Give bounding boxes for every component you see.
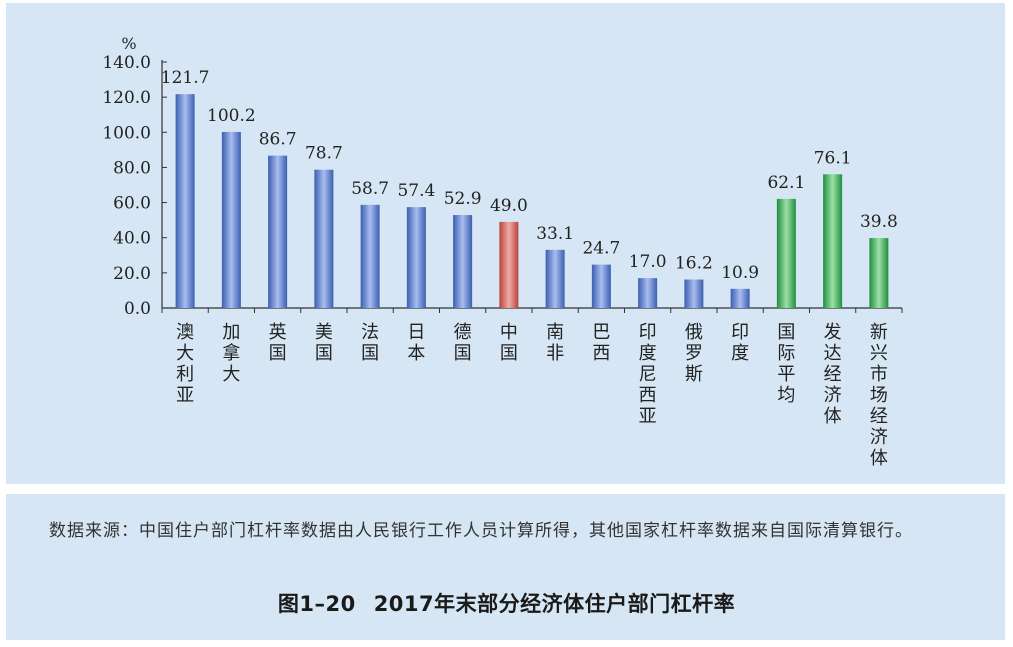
bar	[545, 249, 565, 308]
figure-title: 2017年末部分经济体住户部门杠杆率	[373, 592, 736, 616]
category-label: 法国	[361, 322, 379, 364]
bar	[221, 131, 241, 308]
bar	[499, 221, 519, 308]
y-axis: 0.0 20.0 40.0 60.0 80.0 100.0 120.0 140.0	[102, 53, 903, 319]
category-label: 印度	[731, 322, 749, 364]
y-tick-label: 80.0	[113, 158, 151, 178]
bar	[268, 155, 288, 308]
y-tick-label: 60.0	[113, 194, 151, 214]
data-source-text: 中国住户部门杠杆率数据由人民银行工作人员计算所得，其他国家杠杆率数据来自国际清算…	[139, 521, 913, 541]
bar-value-label: 62.1	[767, 173, 805, 193]
bar	[684, 279, 704, 308]
category-label: 日本	[407, 322, 425, 364]
bar-value-label: 10.9	[721, 263, 759, 283]
value-labels: 121.7 100.286.7 78.7 58.7 57.4 52.9 49.0 33.1 24…	[161, 68, 898, 283]
category-label: 美国	[315, 322, 333, 364]
bar-value-label: 100.2	[207, 106, 256, 126]
figure-caption: 图1–20 2017年末部分经济体住户部门杠杆率	[0, 588, 1013, 618]
bar	[823, 174, 843, 308]
y-tick-label: 20.0	[113, 264, 151, 284]
bar-value-label: 76.1	[814, 148, 852, 168]
category-label: 中国	[500, 322, 518, 364]
bar-value-label: 78.7	[305, 144, 343, 164]
bar-value-label: 16.2	[675, 254, 713, 274]
bar-value-label: 24.7	[582, 239, 620, 259]
bar	[638, 278, 658, 308]
category-label: 发达经济体	[824, 322, 842, 427]
category-label: 南非	[546, 322, 564, 364]
bar-value-label: 52.9	[444, 189, 482, 209]
category-label: 加拿大	[222, 322, 240, 385]
bar-value-label: 39.8	[860, 212, 898, 232]
category-label: 印度尼西亚	[639, 322, 657, 427]
y-tick-label: 140.0	[102, 53, 151, 73]
bars	[175, 94, 889, 308]
data-source-label: 数据来源：	[49, 521, 139, 541]
bar-value-label: 58.7	[351, 179, 389, 199]
bar-value-label: 86.7	[259, 130, 297, 150]
category-label: 新兴市场经济体	[870, 322, 888, 469]
y-tick-label: 100.0	[102, 123, 151, 143]
bar	[360, 204, 380, 308]
bar	[406, 207, 426, 308]
category-label: 国际平均	[777, 322, 795, 406]
category-label: 巴西	[592, 322, 610, 364]
bar	[869, 238, 889, 308]
bar	[175, 94, 195, 308]
bar-chart: % 0.0 20.0 40.0 60.0 80.0 100.0 120.0 140.0 121…	[102, 34, 903, 469]
bar-value-label: 121.7	[161, 68, 210, 88]
category-label: 澳大利亚	[176, 322, 194, 406]
bar-value-label: 49.0	[490, 196, 528, 216]
bar-value-label: 57.4	[397, 181, 435, 201]
bar	[776, 198, 796, 308]
bar	[453, 215, 473, 308]
bar-value-label: 17.0	[629, 252, 667, 272]
y-tick-label: 0.0	[124, 299, 151, 319]
bar	[591, 264, 611, 308]
y-tick-label: 120.0	[102, 88, 151, 108]
y-axis-unit: %	[121, 34, 136, 53]
bar	[730, 288, 750, 308]
figure-number: 图1–20	[277, 592, 356, 616]
caption-panel	[6, 494, 1005, 640]
category-label: 英国	[269, 322, 287, 364]
category-label: 俄罗斯	[685, 322, 703, 385]
data-source-note: 数据来源：中国住户部门杠杆率数据由人民银行工作人员计算所得，其他国家杠杆率数据来…	[49, 514, 979, 548]
bar	[314, 169, 334, 308]
bar-value-label: 33.1	[536, 224, 574, 244]
y-tick-label: 40.0	[113, 229, 151, 249]
category-label: 德国	[454, 322, 472, 364]
